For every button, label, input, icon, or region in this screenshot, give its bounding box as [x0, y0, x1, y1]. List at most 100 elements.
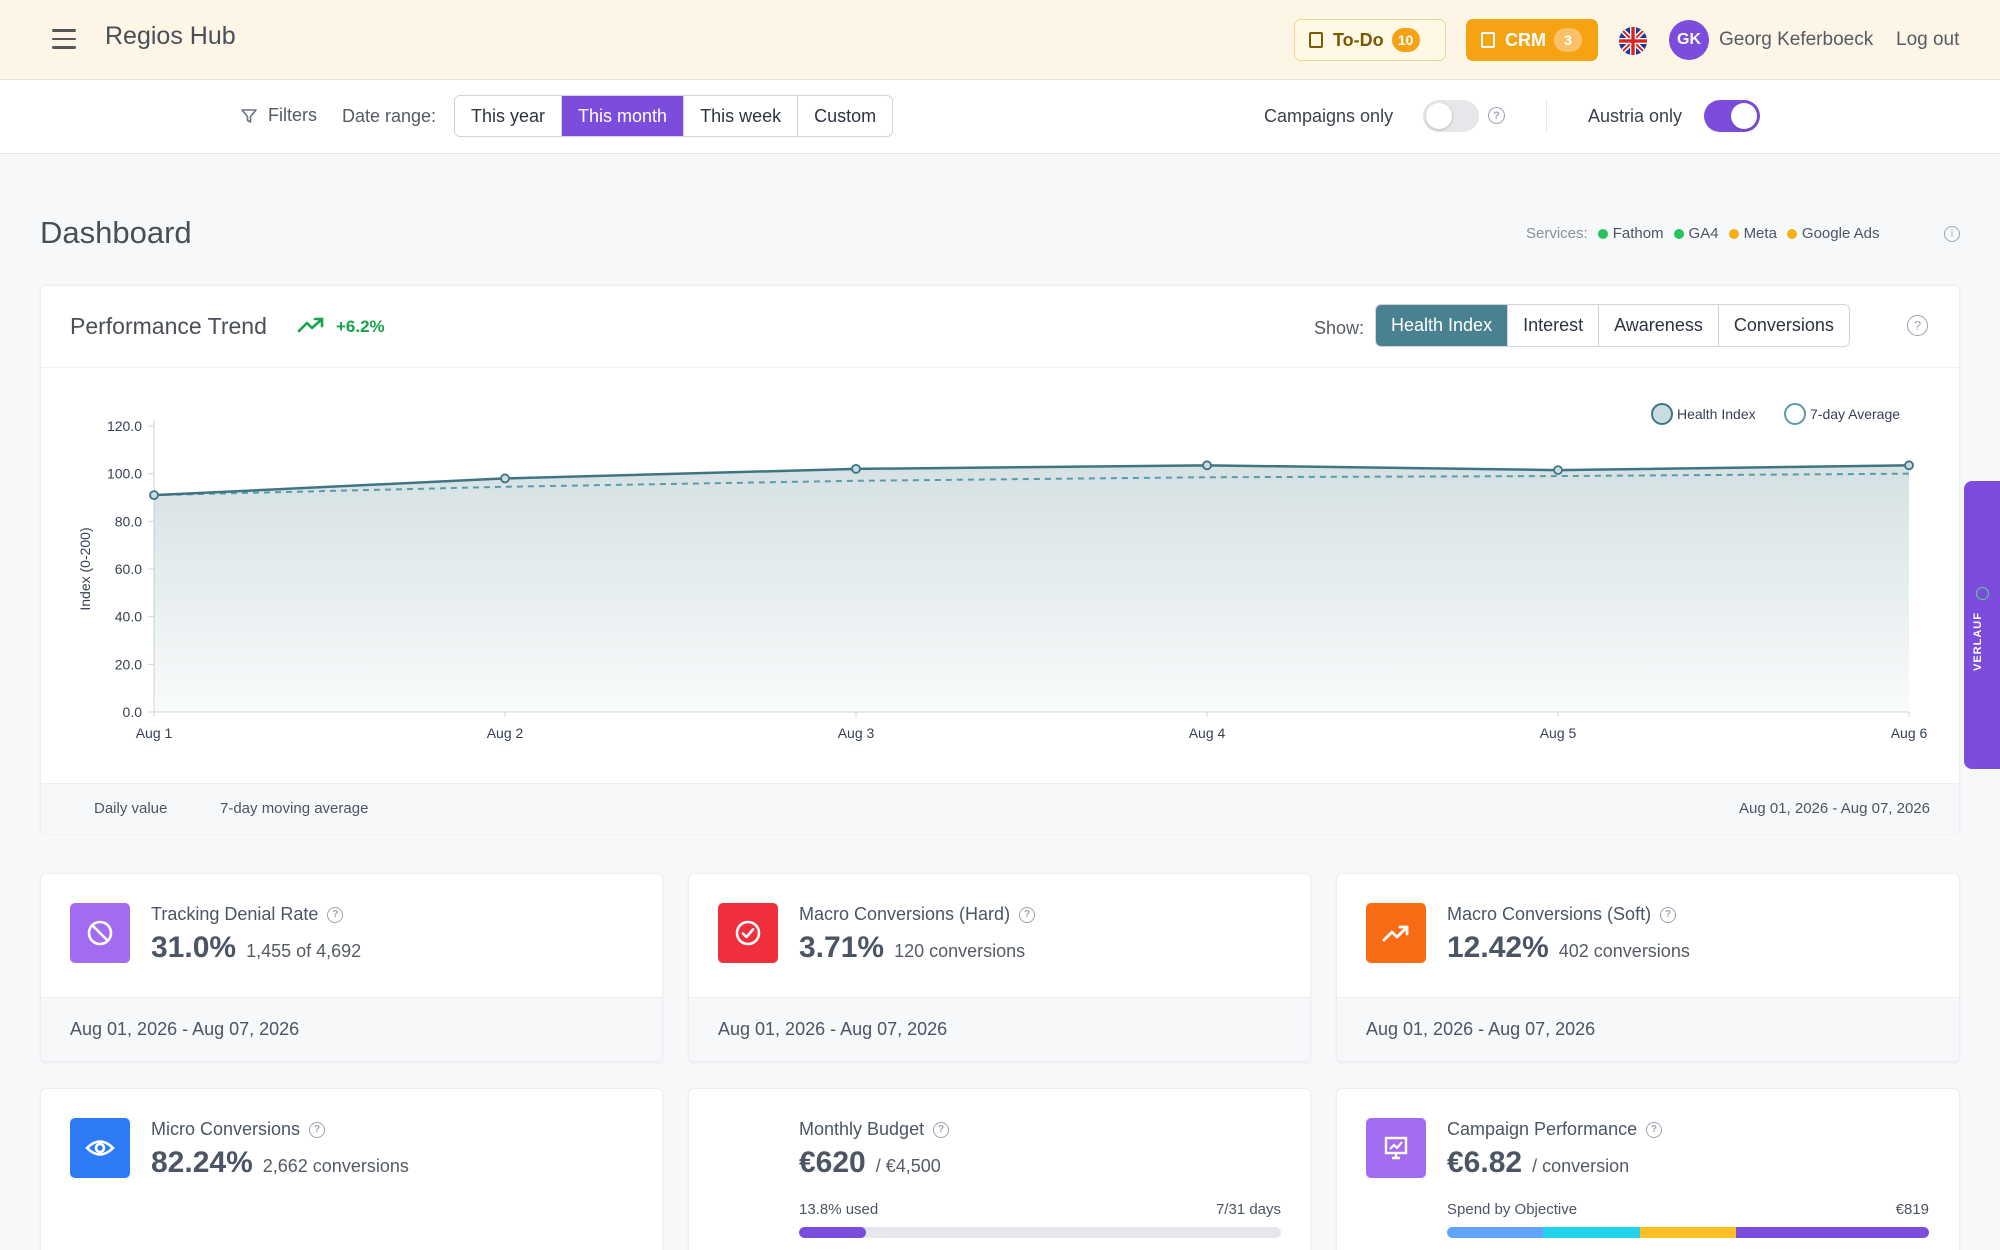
calendar-icon — [1481, 32, 1495, 48]
range-this-week[interactable]: This week — [684, 96, 799, 136]
block-icon — [70, 903, 130, 963]
x-tick-label: Aug 5 — [1540, 725, 1577, 741]
help-icon[interactable]: ? — [1660, 906, 1677, 923]
tab-interest[interactable]: Interest — [1508, 305, 1600, 346]
x-tick-label: Aug 1 — [136, 725, 173, 741]
y-tick-label: 120.0 — [107, 418, 142, 434]
metric-value: €6.82/ conversion — [1447, 1146, 1630, 1179]
todo-button[interactable]: To-Do 10 — [1294, 19, 1446, 61]
campaign-performance-card: Campaign Performance? €6.82/ conversion … — [1336, 1088, 1960, 1250]
health-index-line — [153, 464, 1910, 497]
range-this-year[interactable]: This year — [455, 96, 563, 136]
date-range-selector: This year This month This week Custom — [454, 95, 894, 137]
campaigns-help-icon[interactable]: ? — [1488, 107, 1505, 124]
budget-progress-labels: 13.8% used 7/31 days — [799, 1201, 1281, 1218]
tab-awareness[interactable]: Awareness — [1599, 305, 1719, 346]
tab-conversions[interactable]: Conversions — [1733, 315, 1834, 335]
help-icon[interactable]: ? — [1019, 906, 1036, 923]
macro-hard-card: Macro Conversions (Hard)? 3.71% 120 conve… — [688, 873, 1311, 1062]
service-google-ads: Google Ads — [1786, 225, 1879, 242]
metric-value: 31.0% 1,455 of 4,692 — [151, 931, 362, 964]
health-index-area — [154, 465, 1909, 712]
services-info-icon[interactable]: i — [1944, 226, 1960, 242]
filter-bar — [0, 80, 2000, 154]
date-range-label: Date range: — [342, 106, 437, 126]
x-tick-label: Aug 4 — [1189, 725, 1226, 741]
metric-title: Macro Conversions (Hard)? — [799, 904, 1036, 925]
menu-icon[interactable] — [52, 29, 76, 51]
health-index-point — [149, 490, 159, 501]
presentation-chart-icon — [1366, 1118, 1426, 1178]
show-label: Show: — [1314, 318, 1365, 338]
trending-up-icon — [297, 317, 324, 333]
performance-title: Performance Trend — [70, 313, 267, 339]
todo-label: To-Do — [1333, 29, 1384, 50]
help-icon[interactable]: ? — [1646, 1121, 1663, 1138]
history-tab-label: VERLAUF — [1972, 612, 1984, 671]
avatar[interactable]: GK — [1669, 20, 1709, 60]
service-ga4: GA4 — [1673, 225, 1719, 242]
legend-health-index-label: Health Index — [1677, 406, 1756, 422]
performance-trend-card: Performance Trend +6.2% Show: Health Ind… — [40, 285, 1960, 834]
logout-link[interactable]: Log out — [1896, 29, 1960, 50]
trending-up-icon — [1366, 903, 1426, 963]
x-tick-label: Aug 6 — [1891, 725, 1928, 741]
metric-value: 82.24% 2,662 conversions — [151, 1146, 409, 1179]
legend-average-swatch — [1784, 403, 1806, 425]
help-icon[interactable]: ? — [309, 1121, 326, 1138]
metric-value: €620/ €4,500 — [799, 1146, 941, 1179]
crm-button[interactable]: CRM 3 — [1466, 19, 1598, 61]
filter-divider — [1546, 100, 1547, 132]
clock-icon — [1976, 587, 1989, 600]
filters-button[interactable]: Filters — [240, 105, 317, 126]
chart-footer: Daily value 7-day moving average Aug 01,… — [41, 783, 1959, 834]
spend-segment — [1639, 1227, 1737, 1238]
tab-health-index[interactable]: Health Index — [1376, 305, 1509, 346]
budget-days-label: 7/31 days — [1215, 1201, 1281, 1218]
legend-health-index-swatch — [1651, 403, 1673, 425]
uk-flag-icon[interactable] — [1619, 27, 1647, 55]
x-tick-label: Aug 2 — [487, 725, 524, 741]
budget-progress-fill — [799, 1227, 866, 1238]
austria-only-label: Austria only — [1588, 106, 1683, 126]
help-icon[interactable]: ? — [933, 1121, 950, 1138]
health-index-point — [1904, 460, 1914, 471]
range-this-month[interactable]: This month — [562, 96, 685, 136]
x-tick-label: Aug 3 — [838, 725, 875, 741]
crm-count-badge: 3 — [1554, 28, 1582, 52]
services-legend: Services: Fathom GA4 Meta Google Ads — [1526, 225, 1879, 242]
spend-total: €819 — [1895, 1201, 1929, 1218]
macro-soft-card: Macro Conversions (Soft)? 12.42% 402 conv… — [1336, 873, 1960, 1062]
monthly-budget-card: Monthly Budget? €620/ €4,500 13.8% used … — [688, 1088, 1311, 1250]
y-tick-label: 40.0 — [115, 609, 142, 625]
austria-only-toggle[interactable] — [1704, 100, 1760, 132]
health-index-point — [500, 473, 510, 484]
service-fathom: Fathom — [1597, 225, 1664, 242]
campaigns-only-toggle[interactable] — [1423, 100, 1479, 132]
y-tick-label: 60.0 — [115, 561, 142, 577]
top-bar: Regios Hub To-Do 10 CRM 3 GK Georg Kefer… — [0, 0, 2000, 80]
metric-value: 3.71% 120 conversions — [799, 931, 1026, 964]
health-index-point — [851, 464, 861, 474]
crm-label: CRM — [1505, 29, 1546, 50]
y-tick-label: 100.0 — [107, 466, 142, 482]
performance-help-icon[interactable]: ? — [1907, 315, 1928, 336]
history-side-tab[interactable]: VERLAUF — [1964, 481, 2000, 769]
metric-selector: Health Index Interest Awareness Conversi… — [1375, 304, 1850, 347]
brand-name: Regios Hub — [105, 22, 236, 50]
user-name[interactable]: Georg Keferboeck — [1719, 29, 1874, 50]
help-icon[interactable]: ? — [327, 906, 344, 923]
spend-segment — [1736, 1227, 1929, 1238]
metric-title: Monthly Budget? — [799, 1119, 950, 1140]
metric-title: Campaign Performance? — [1447, 1119, 1663, 1140]
clipboard-icon — [1309, 32, 1323, 48]
check-circle-icon — [718, 903, 778, 963]
filters-label: Filters — [268, 105, 317, 125]
metric-title: Macro Conversions (Soft)? — [1447, 904, 1677, 925]
spend-segment — [1543, 1227, 1640, 1238]
metric-title: Tracking Denial Rate? — [151, 904, 344, 925]
budget-used-label: 13.8% used — [799, 1201, 879, 1218]
y-tick-label: 0.0 — [123, 704, 143, 720]
range-custom[interactable]: Custom — [814, 105, 877, 126]
spend-labels: Spend by Objective €819 — [1447, 1201, 1929, 1218]
